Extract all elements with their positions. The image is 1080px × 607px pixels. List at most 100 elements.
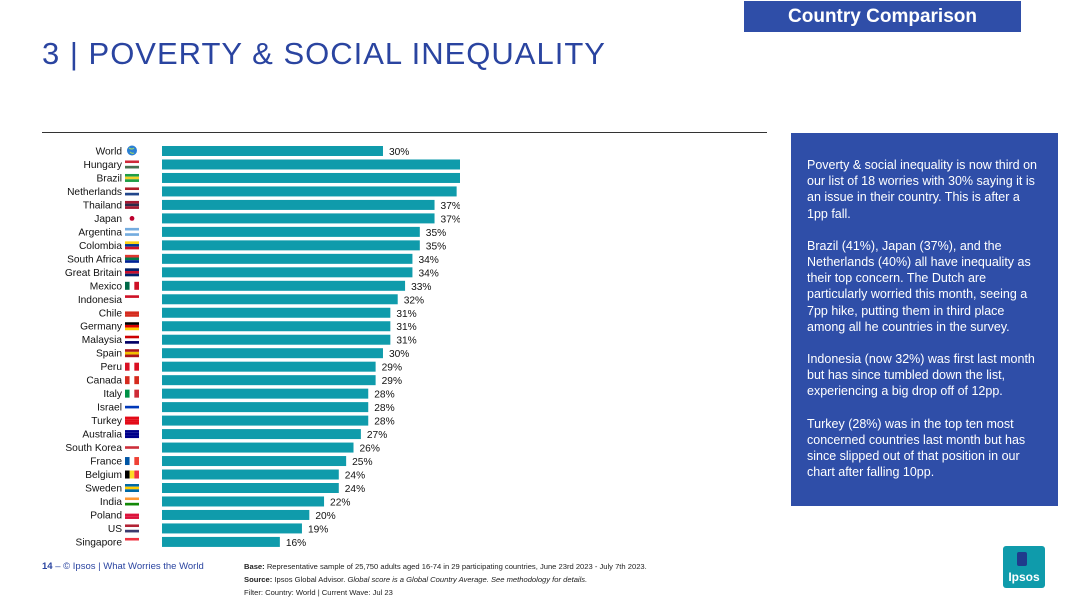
bar — [162, 159, 460, 170]
value-label: 33% — [411, 282, 431, 293]
value-label: 22% — [330, 497, 350, 508]
flag-india-icon — [125, 497, 139, 506]
category-label: Germany — [80, 322, 123, 333]
value-label: 27% — [367, 430, 387, 441]
category-label: Australia — [82, 430, 122, 441]
value-label: 20% — [315, 511, 335, 522]
bar-chart: World30%Hungary41%Brazil41%Netherlands40… — [65, 145, 460, 549]
flag-france-icon — [125, 457, 139, 466]
bar — [162, 429, 361, 440]
globe-icon — [127, 145, 137, 156]
bar — [162, 375, 376, 386]
flag-peru-icon — [125, 362, 139, 371]
bar — [162, 456, 347, 467]
bar — [162, 483, 339, 493]
source-methodology: Global score is a Global Country Average… — [347, 575, 588, 584]
base-label: Base: — [244, 562, 265, 571]
bar — [162, 415, 369, 426]
source-label: Source: — [244, 575, 273, 584]
flag-australia-icon — [125, 430, 139, 439]
category-label: Italy — [103, 389, 123, 400]
footer-credit: 14 – © Ipsos | What Worries the World — [42, 561, 204, 572]
base-text: Representative sample of 25,750 adults a… — [266, 562, 647, 571]
value-label: 35% — [426, 228, 446, 239]
bar — [162, 280, 406, 291]
category-label: Hungary — [83, 160, 122, 171]
flag-colombia-icon — [125, 241, 139, 250]
bar — [162, 388, 369, 399]
logo-text: Ipsos — [1008, 570, 1040, 584]
value-label: 30% — [389, 349, 409, 360]
category-label: Malaysia — [82, 335, 123, 346]
value-label: 24% — [345, 471, 365, 482]
flag-canada-icon — [125, 376, 139, 385]
category-label: Thailand — [83, 200, 122, 211]
bar — [162, 348, 383, 359]
category-label: Spain — [96, 349, 122, 360]
value-label: 37% — [441, 201, 460, 212]
category-label: France — [90, 457, 122, 468]
flag-belgium-icon — [125, 470, 139, 479]
flag-south-korea-icon — [125, 443, 139, 452]
flag-netherlands-icon — [125, 187, 139, 196]
value-label: 34% — [418, 268, 438, 279]
category-label: Great Britain — [65, 268, 122, 279]
flag-brazil-icon — [125, 173, 139, 182]
category-label: Indonesia — [78, 295, 123, 306]
bar — [162, 213, 435, 224]
bar — [162, 442, 354, 453]
bar — [162, 536, 280, 547]
commentary-paragraph: Brazil (41%), Japan (37%), and the Nethe… — [807, 238, 1031, 334]
category-label: Colombia — [79, 241, 122, 252]
category-label: India — [100, 497, 122, 508]
value-label: 37% — [441, 214, 460, 225]
flag-poland-icon — [125, 510, 139, 519]
footnotes: Base: Representative sample of 25,750 ad… — [244, 560, 647, 599]
bar — [162, 509, 310, 520]
category-label: South Korea — [65, 443, 122, 454]
flag-sweden-icon — [125, 484, 139, 492]
source-text: Ipsos Global Advisor. — [274, 575, 346, 584]
value-label: 29% — [382, 376, 402, 387]
value-label: 16% — [286, 538, 306, 549]
flag-us-icon — [125, 524, 139, 533]
bar — [162, 307, 391, 318]
bar — [162, 402, 369, 413]
value-label: 19% — [308, 524, 328, 535]
category-label: Israel — [97, 403, 122, 414]
category-label: US — [108, 524, 122, 535]
category-label: Brazil — [97, 173, 122, 184]
bar — [162, 172, 460, 183]
category-label: Mexico — [90, 281, 123, 292]
flag-japan-icon — [125, 214, 139, 223]
commentary-panel: Poverty & social inequality is now third… — [791, 133, 1058, 506]
flag-chile-icon — [125, 308, 139, 317]
flag-mexico-icon — [125, 281, 139, 290]
category-label: World — [96, 147, 123, 158]
category-label: Argentina — [78, 227, 122, 238]
category-label: Chile — [99, 308, 123, 319]
value-label: 31% — [396, 322, 416, 333]
value-label: 28% — [374, 403, 394, 414]
flag-turkey-icon — [125, 416, 139, 425]
value-label: 31% — [396, 309, 416, 320]
bar — [162, 321, 391, 332]
flag-spain-icon — [125, 349, 139, 358]
bar — [162, 253, 413, 264]
bar — [162, 496, 325, 507]
flag-malaysia-icon — [125, 335, 139, 344]
commentary-paragraph: Indonesia (now 32%) was first last month… — [807, 352, 1035, 399]
category-label: Turkey — [91, 416, 123, 427]
category-label: Peru — [100, 362, 122, 373]
bar — [162, 334, 391, 345]
bar — [162, 469, 339, 480]
category-label: Netherlands — [67, 187, 122, 198]
value-label: 28% — [374, 390, 394, 401]
flag-argentina-icon — [125, 227, 139, 236]
category-label: Poland — [90, 510, 122, 521]
flag-south-africa-icon — [125, 254, 139, 263]
value-label: 30% — [389, 147, 409, 158]
category-label: Japan — [94, 214, 122, 225]
bar — [162, 186, 457, 197]
page-title: 3 | POVERTY & SOCIAL INEQUALITY — [42, 36, 606, 71]
